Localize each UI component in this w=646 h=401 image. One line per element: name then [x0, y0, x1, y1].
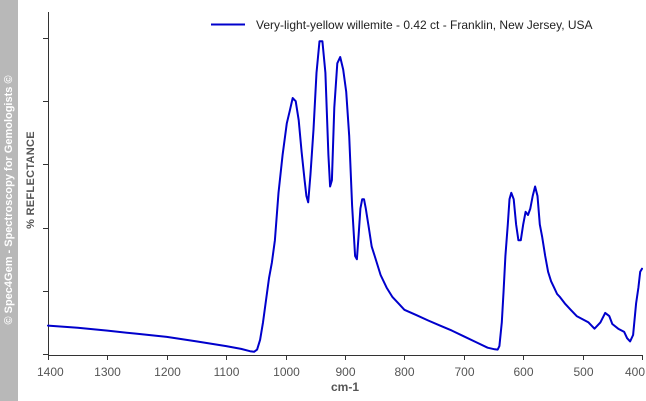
x-tick-label-1300: 1300 — [94, 365, 121, 379]
x-tick-label-1000: 1000 — [273, 365, 300, 379]
x-tick-label-1100: 1100 — [214, 365, 240, 379]
x-tick-label-1400: 1400 — [37, 365, 64, 379]
legend-label: Very-light-yellow willemite - 0.42 ct - … — [256, 18, 593, 32]
watermark-strip: © Spec4Gem - Spectroscopy for Gemologist… — [0, 0, 18, 401]
x-tick-label-800: 800 — [394, 365, 414, 379]
y-ticks — [43, 38, 48, 355]
legend: Very-light-yellow willemite - 0.42 ct - … — [211, 18, 593, 32]
x-tick-labels: 1400 1300 1200 1100 1000 900 800 700 600 500 400 — [37, 365, 645, 379]
x-tick-label-900: 900 — [335, 365, 355, 379]
axes — [48, 12, 642, 356]
x-axis-label: cm-1 — [331, 380, 359, 394]
x-tick-label-400: 400 — [625, 365, 645, 379]
x-ticks — [48, 355, 643, 360]
x-tick-label-700: 700 — [454, 365, 474, 379]
series-line — [47, 40, 643, 353]
x-tick-label-1200: 1200 — [154, 365, 181, 379]
x-tick-label-600: 600 — [513, 365, 533, 379]
x-tick-label-500: 500 — [573, 365, 593, 379]
